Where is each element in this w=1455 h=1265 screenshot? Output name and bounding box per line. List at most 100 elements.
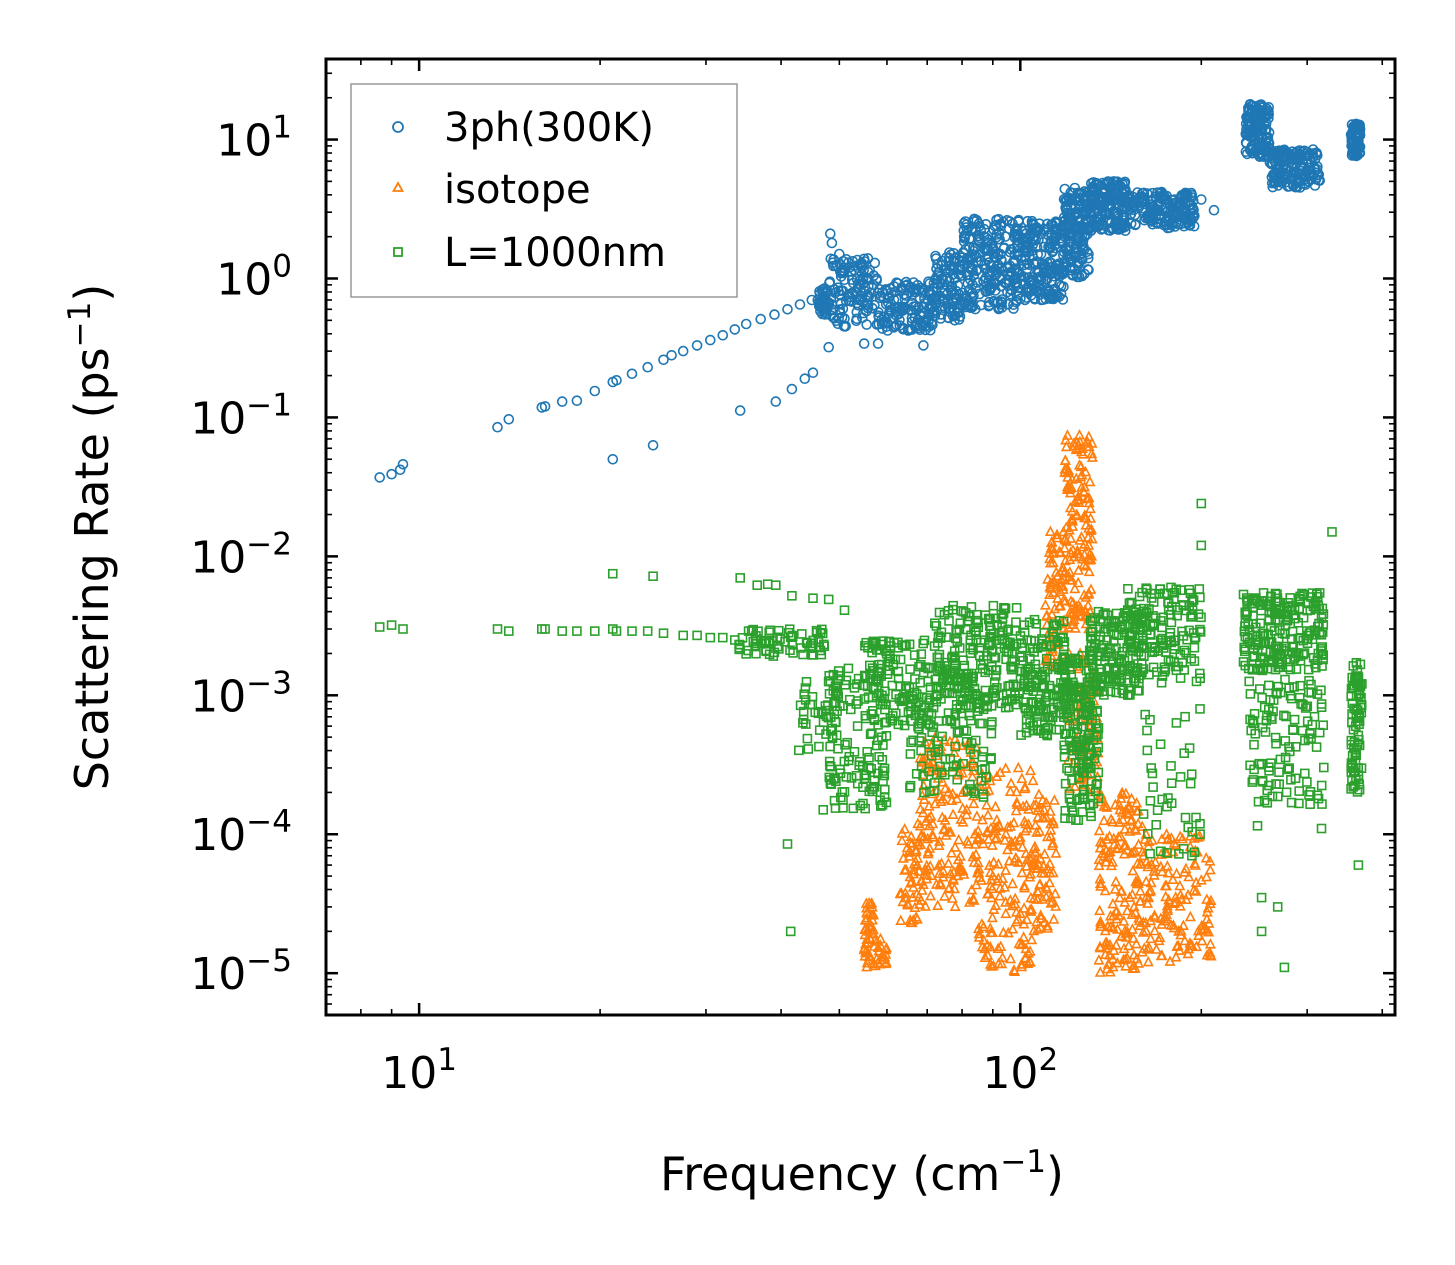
point-l-1000nm bbox=[788, 648, 798, 658]
point-isotope bbox=[1011, 785, 1023, 797]
point-l-1000nm bbox=[918, 638, 929, 649]
point-l-1000nm bbox=[1105, 674, 1115, 685]
point-3ph-300k bbox=[837, 265, 849, 276]
point-isotope bbox=[919, 900, 932, 911]
point-isotope bbox=[942, 857, 955, 868]
point-3ph-300k bbox=[1009, 255, 1021, 267]
point-l-1000nm bbox=[1270, 732, 1281, 743]
point-l-1000nm bbox=[932, 638, 943, 648]
point-isotope bbox=[1000, 907, 1012, 919]
point-isotope bbox=[1136, 845, 1149, 857]
point-isotope bbox=[906, 875, 918, 887]
point-isotope bbox=[1019, 952, 1031, 964]
point-l-1000nm bbox=[833, 666, 844, 676]
point-3ph-300k bbox=[1043, 291, 1054, 302]
point-3ph-300k bbox=[1059, 183, 1071, 195]
point-3ph-300k bbox=[666, 349, 677, 361]
point-3ph-300k bbox=[1065, 249, 1077, 260]
point-l-1000nm bbox=[1171, 584, 1181, 595]
point-l-1000nm bbox=[934, 649, 945, 660]
point-l-1000nm bbox=[830, 803, 841, 813]
point-l-1000nm bbox=[893, 642, 904, 653]
point-l-1000nm bbox=[1280, 674, 1290, 685]
point-isotope bbox=[1018, 881, 1031, 893]
point-l-1000nm bbox=[1289, 682, 1299, 692]
point-l-1000nm bbox=[1346, 784, 1356, 794]
point-l-1000nm bbox=[978, 746, 989, 757]
point-l-1000nm bbox=[800, 683, 811, 693]
point-l-1000nm bbox=[1178, 600, 1188, 610]
point-3ph-300k bbox=[849, 286, 861, 298]
point-3ph-300k bbox=[1314, 175, 1325, 186]
point-l-1000nm bbox=[950, 709, 961, 720]
point-3ph-300k bbox=[942, 300, 953, 311]
point-l-1000nm bbox=[1292, 648, 1302, 658]
point-isotope bbox=[1098, 814, 1110, 826]
point-3ph-300k bbox=[1019, 294, 1031, 306]
point-l-1000nm bbox=[895, 654, 906, 665]
point-l-1000nm bbox=[1240, 621, 1250, 632]
point-isotope bbox=[1095, 917, 1107, 929]
point-l-1000nm bbox=[1185, 588, 1196, 599]
point-3ph-300k bbox=[1244, 144, 1256, 156]
point-3ph-300k bbox=[970, 265, 982, 277]
point-isotope bbox=[1083, 565, 1095, 577]
point-3ph-300k bbox=[1020, 246, 1032, 257]
point-isotope bbox=[1093, 824, 1105, 836]
point-3ph-300k bbox=[1033, 234, 1044, 245]
point-l-1000nm bbox=[1255, 618, 1266, 629]
point-3ph-300k bbox=[1188, 220, 1200, 232]
point-3ph-300k bbox=[1086, 202, 1097, 213]
point-l-1000nm bbox=[979, 694, 990, 705]
point-l-1000nm bbox=[975, 718, 985, 729]
point-l-1000nm bbox=[1122, 666, 1133, 676]
point-isotope bbox=[1040, 610, 1052, 621]
point-l-1000nm bbox=[386, 620, 397, 630]
point-3ph-300k bbox=[1208, 204, 1220, 216]
point-3ph-300k bbox=[996, 254, 1007, 266]
point-isotope bbox=[1154, 931, 1166, 943]
point-isotope bbox=[934, 878, 947, 890]
point-l-1000nm bbox=[916, 761, 927, 772]
point-l-1000nm bbox=[572, 626, 582, 636]
point-isotope bbox=[983, 859, 996, 870]
point-isotope bbox=[1143, 835, 1155, 847]
point-isotope bbox=[983, 769, 995, 780]
point-l-1000nm bbox=[796, 629, 807, 639]
point-l-1000nm bbox=[1118, 685, 1129, 696]
point-3ph-300k bbox=[1010, 280, 1022, 292]
point-3ph-300k bbox=[1005, 283, 1016, 295]
point-isotope bbox=[949, 900, 961, 912]
point-l-1000nm bbox=[958, 758, 968, 769]
point-l-1000nm bbox=[1163, 655, 1174, 665]
point-l-1000nm bbox=[1300, 768, 1310, 779]
point-l-1000nm bbox=[764, 627, 775, 638]
point-3ph-300k bbox=[755, 313, 767, 325]
point-l-1000nm bbox=[1357, 679, 1367, 689]
point-isotope bbox=[1073, 599, 1085, 610]
point-isotope bbox=[1073, 550, 1085, 562]
point-3ph-300k bbox=[1047, 219, 1058, 230]
point-isotope bbox=[1174, 879, 1186, 891]
point-l-1000nm bbox=[950, 741, 961, 752]
point-isotope bbox=[973, 927, 985, 939]
point-isotope bbox=[1066, 574, 1078, 585]
point-l-1000nm bbox=[1149, 642, 1160, 653]
point-isotope bbox=[993, 820, 1006, 831]
point-isotope bbox=[984, 940, 996, 952]
point-3ph-300k bbox=[799, 373, 811, 385]
point-l-1000nm bbox=[1025, 653, 1035, 664]
point-isotope bbox=[1123, 939, 1135, 951]
point-isotope bbox=[915, 894, 927, 905]
point-isotope bbox=[1072, 564, 1085, 575]
point-isotope bbox=[1034, 852, 1046, 863]
point-l-1000nm bbox=[848, 803, 859, 814]
point-l-1000nm bbox=[1147, 641, 1157, 652]
point-l-1000nm bbox=[914, 723, 924, 734]
point-l-1000nm bbox=[1155, 635, 1166, 646]
point-isotope bbox=[1107, 897, 1119, 909]
point-3ph-300k bbox=[988, 248, 999, 259]
point-3ph-300k bbox=[1058, 212, 1070, 223]
axis-ticks bbox=[325, 59, 1395, 1015]
point-3ph-300k bbox=[1354, 128, 1366, 140]
